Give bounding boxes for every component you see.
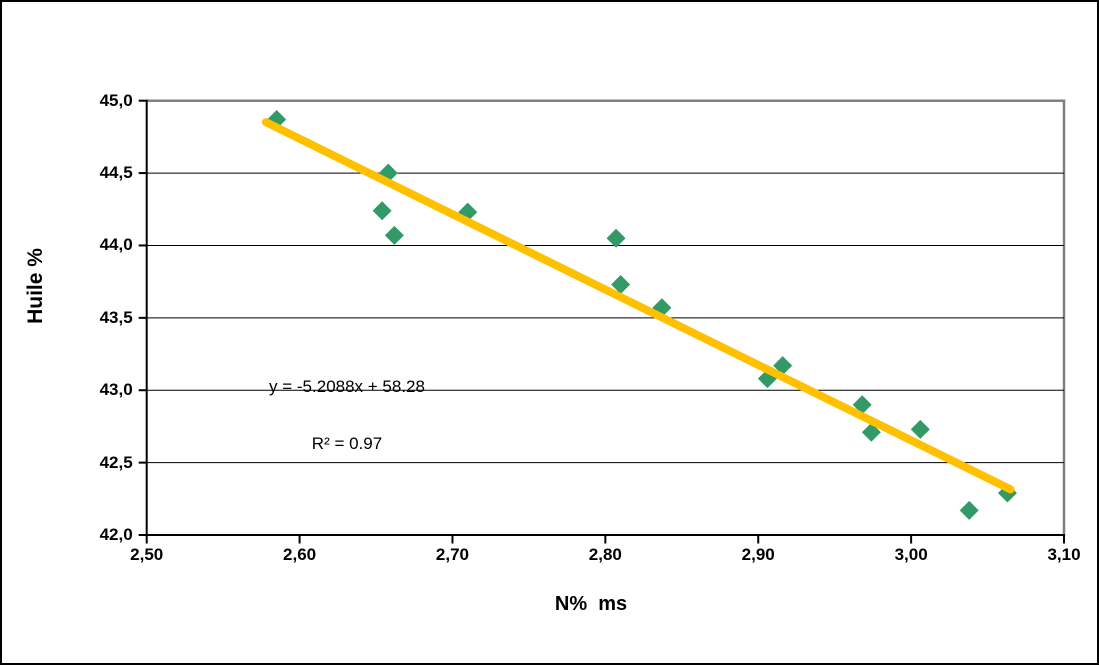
y-tick-label: 43,5: [99, 307, 133, 327]
x-tick-label: 3,10: [1047, 545, 1081, 564]
x-tick-label: 2,60: [283, 545, 317, 564]
data-point-diamond: [372, 201, 392, 221]
y-tick-label: 45,0: [99, 90, 133, 110]
y-tick-label: 42,5: [99, 452, 133, 472]
trendline: [261, 118, 1015, 494]
y-tick-label: 44,5: [99, 163, 133, 183]
x-tick-label: 2,80: [588, 545, 622, 564]
x-tick-label: 2,70: [435, 545, 469, 564]
y-tick-label: 44,0: [99, 235, 133, 255]
x-tick-label: 2,50: [130, 545, 164, 564]
trendline-equation-text: y = -5.2088x + 58.28: [269, 377, 425, 396]
data-point-diamond: [959, 500, 979, 520]
data-point-diamond: [910, 419, 930, 439]
x-tick-label: 2,90: [741, 545, 775, 564]
trendline-annotation: y = -5.2088x + 58.28 R² = 0.97: [269, 339, 425, 491]
data-point-diamond: [606, 228, 626, 248]
gridlines: [146, 172, 1064, 464]
y-tick-label: 42,0: [99, 525, 133, 544]
data-point-diamond: [611, 275, 631, 295]
x-tick-label: 3,00: [894, 545, 928, 564]
x-axis-title: N% ms: [554, 593, 628, 615]
r-squared-text: R² = 0.97: [311, 434, 383, 453]
y-tick-label: 43,0: [99, 380, 133, 400]
y-axis-title: Huile %: [24, 248, 47, 324]
trendline-line: [261, 118, 1015, 494]
tick-marks: [138, 99, 1065, 544]
data-point-diamond: [384, 225, 404, 245]
